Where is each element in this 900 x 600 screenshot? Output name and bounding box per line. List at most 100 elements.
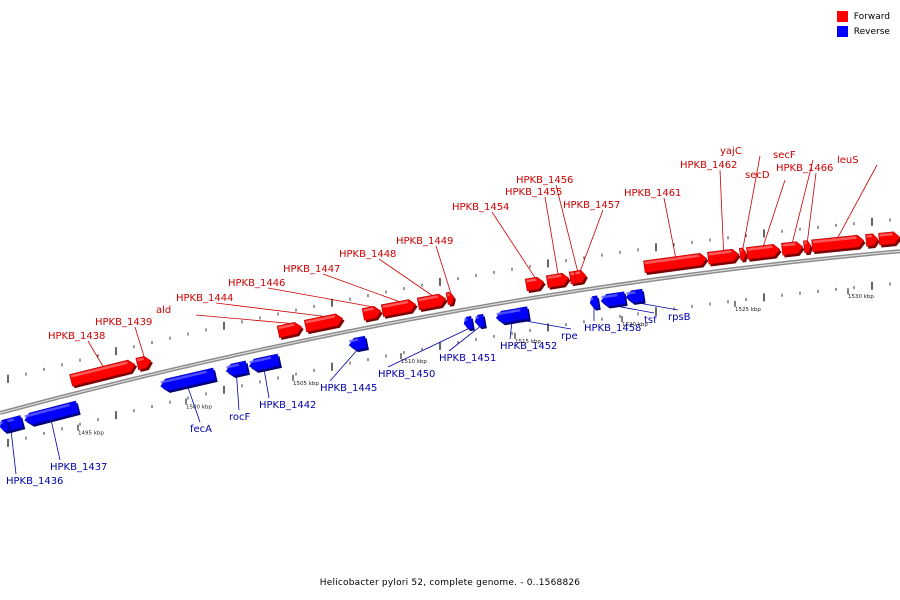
gene-arrow xyxy=(474,313,486,328)
leader-line xyxy=(792,159,814,243)
leader-line xyxy=(378,258,433,296)
gene-HPKB_1462[interactable] xyxy=(707,248,741,267)
gene-ald[interactable] xyxy=(276,321,305,340)
leader-line xyxy=(134,326,145,357)
tick-marks xyxy=(7,217,891,447)
gene-HPKB_1437[interactable] xyxy=(23,400,81,429)
gene-arrow xyxy=(303,313,343,333)
gene-rocF[interactable] xyxy=(225,360,251,380)
leader-line xyxy=(10,430,17,475)
gene-HPKB_1451[interactable] xyxy=(474,313,487,330)
gene-label: rocF xyxy=(229,412,251,423)
gene-arrow-highlight xyxy=(349,338,359,343)
gene-arrow xyxy=(69,359,136,387)
gene-HPKB_1444[interactable] xyxy=(303,312,346,335)
gene-HPKB_1448[interactable] xyxy=(416,293,449,313)
gene-HPKB_1449[interactable] xyxy=(445,291,457,307)
gene-arrow-highlight xyxy=(305,314,336,324)
gene-HPKB_1447[interactable] xyxy=(380,298,419,319)
gene-tsf[interactable] xyxy=(600,291,628,309)
gene-label: HPKB_1455 xyxy=(505,187,562,198)
gene-secF[interactable] xyxy=(781,241,805,258)
gene-label: HPKB_1437 xyxy=(50,462,107,473)
gene-unlabeled[interactable] xyxy=(878,231,900,248)
gene-arrow xyxy=(248,353,281,372)
gene-features xyxy=(0,231,900,435)
gene-HPKB_1466[interactable] xyxy=(803,240,813,256)
gene-arrow-highlight xyxy=(70,361,128,378)
kbp-label: 1520 kbp xyxy=(622,322,648,328)
leader-line xyxy=(448,326,480,352)
gene-label: HPKB_1458 xyxy=(584,323,641,334)
gene-yajC[interactable] xyxy=(739,247,748,263)
gene-arrow-highlight xyxy=(526,278,537,283)
gene-HPKB_1458[interactable] xyxy=(589,295,601,312)
leader-line xyxy=(580,209,604,271)
gene-label: yajC xyxy=(720,146,742,157)
gene-fecA[interactable] xyxy=(159,367,218,395)
gene-arrow-highlight xyxy=(447,293,450,296)
gene-label: HPKB_1461 xyxy=(624,188,681,199)
leader-line xyxy=(719,169,724,251)
leader-line xyxy=(837,164,878,238)
gene-HPKB_1454[interactable] xyxy=(524,276,547,294)
leader-line xyxy=(519,319,572,330)
gene-arrow xyxy=(589,295,600,309)
legend-swatch-forward xyxy=(836,11,848,22)
gene-HPKB_1455[interactable] xyxy=(545,272,571,290)
legend: Forward Reverse xyxy=(836,9,890,39)
gene-arrow-highlight xyxy=(644,254,700,265)
gene-HPKB_1439[interactable] xyxy=(135,355,154,373)
gene-unlabeled[interactable] xyxy=(865,233,880,249)
legend-item-forward: Forward xyxy=(836,9,890,24)
gene-arrow xyxy=(225,360,249,377)
gene-label: HPKB_1449 xyxy=(396,236,453,247)
gene-unlabeled[interactable] xyxy=(0,418,12,435)
gene-arrow-highlight xyxy=(879,232,893,237)
gene-label: HPKB_1450 xyxy=(378,369,435,380)
gene-arrow-highlight xyxy=(747,245,773,251)
leader-line xyxy=(322,273,400,302)
backbone-highlight xyxy=(0,250,900,414)
gene-HPKB_1442[interactable] xyxy=(248,353,282,375)
leader-line xyxy=(236,374,240,411)
gene-arrow-highlight xyxy=(626,291,636,295)
gene-rpe[interactable] xyxy=(511,306,531,324)
gene-arrow xyxy=(463,316,474,330)
kbp-label: 1515 kbp xyxy=(515,339,541,345)
gene-arrow-highlight xyxy=(24,403,70,418)
gene-HPKB_1446[interactable] xyxy=(361,305,384,323)
kbp-label: 1500 kbp xyxy=(186,404,212,410)
leader-line xyxy=(807,172,817,241)
gene-label: HPKB_1452 xyxy=(500,341,557,352)
leader-line xyxy=(387,328,469,368)
gene-label: HPKB_1442 xyxy=(259,400,316,411)
gene-leuS[interactable] xyxy=(811,234,867,255)
gene-label: HPKB_1448 xyxy=(339,249,396,260)
gene-rpsB[interactable] xyxy=(625,288,646,306)
gene-arrow-highlight xyxy=(590,297,594,301)
backbone-outer xyxy=(0,249,900,415)
gene-HPKB_1457[interactable] xyxy=(573,269,589,286)
kbp-labels: 1495 kbp 1500 kbp 1505 kbp 1510 kbp 1515 kbp… xyxy=(77,288,874,437)
gene-label: ald xyxy=(156,305,171,316)
leader-line xyxy=(491,211,536,278)
gene-HPKB_1438[interactable] xyxy=(69,358,139,389)
gene-arrow xyxy=(380,299,417,317)
leader-line xyxy=(215,302,325,317)
gene-arrow xyxy=(643,252,708,274)
gene-HPKB_1450[interactable] xyxy=(463,316,475,332)
gene-label: HPKB_1436 xyxy=(6,476,63,487)
gene-label: HPKB_1438 xyxy=(48,331,105,342)
gene-HPKB_1445[interactable] xyxy=(348,335,369,354)
gene-label: HPKB_1445 xyxy=(320,383,377,394)
legend-label-reverse: Reverse xyxy=(853,26,890,37)
gene-secD[interactable] xyxy=(746,243,782,262)
leader-line xyxy=(195,314,291,324)
gene-labels: HPKB_1436 HPKB_1437 HPKB_1438 HPKB_1439 fecA… xyxy=(6,146,859,487)
gene-label: rpe xyxy=(561,331,578,342)
gene-label: HPKB_1457 xyxy=(563,200,620,211)
gene-HPKB_1461[interactable] xyxy=(643,252,709,276)
leader-line xyxy=(87,340,104,367)
